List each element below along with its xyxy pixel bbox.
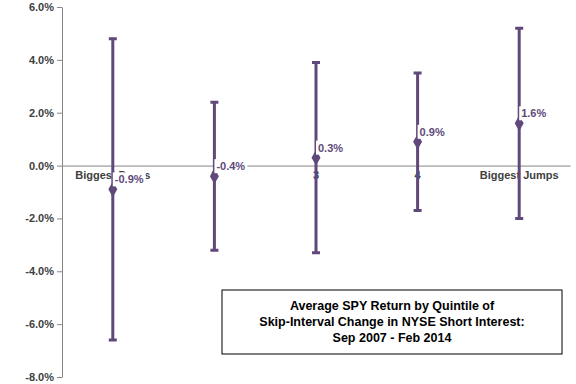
y-tick: -8.0% <box>25 371 62 383</box>
data-label-group: -0.4% <box>214 159 247 173</box>
y-tick: 6.0% <box>29 1 62 13</box>
data-label-bg <box>316 141 345 155</box>
data-label-group: 0.9% <box>418 125 447 139</box>
data-label-bg <box>214 159 247 173</box>
y-tick-label: -8.0% <box>25 371 54 383</box>
y-tick: -6.0% <box>25 318 62 330</box>
error-bar <box>515 28 523 218</box>
data-label: 1.6% <box>521 107 546 119</box>
chart: -8.0%-6.0%-4.0%-2.0%0.0%2.0%4.0%6.0%Bigg… <box>0 0 576 384</box>
data-label-group: -0.9% <box>113 172 146 186</box>
title: Sep 2007 - Feb 2014 <box>333 331 452 345</box>
y-axis-line <box>62 8 63 378</box>
error-bar <box>109 39 117 340</box>
data-label: 0.9% <box>420 126 445 138</box>
y-tick-mark <box>57 324 62 325</box>
y-tick-label: -4.0% <box>25 265 54 277</box>
y-tick-label: 0.0% <box>29 160 54 172</box>
y-tick-label: 4.0% <box>29 54 54 66</box>
error-bar <box>312 63 320 253</box>
y-tick-mark <box>57 218 62 219</box>
y-tick-label: 6.0% <box>29 1 54 13</box>
y-tick-mark <box>57 60 62 61</box>
y-tick-label: -2.0% <box>25 212 54 224</box>
y-tick-mark <box>57 113 62 114</box>
y-tick: -2.0% <box>25 212 62 224</box>
error-bar <box>414 73 422 210</box>
data-label-group: 1.6% <box>519 106 548 120</box>
y-axis: -8.0% -6.0% -4.0% -2.0% 0.0% 2.0% 4.0% 6.0% <box>25 1 62 383</box>
data-labels: -0.9% -0.4% 0.3% 0.9% 1.6% <box>113 106 549 186</box>
y-tick: 4.0% <box>29 54 62 66</box>
data-label-group: 0.3% <box>316 141 345 155</box>
y-tick-label: -6.0% <box>25 318 54 330</box>
y-tick-label: 2.0% <box>29 107 54 119</box>
data-label: -0.4% <box>216 160 245 172</box>
title-frame <box>222 290 562 354</box>
data-label: -0.9% <box>115 173 144 185</box>
y-tick-mark <box>57 377 62 378</box>
y-tick: 0.0% <box>29 160 62 172</box>
y-tick: 2.0% <box>29 107 62 119</box>
title: Average SPY Return by Quintile of <box>290 299 495 313</box>
data-label-bg <box>519 106 548 120</box>
data-label-bg <box>418 125 447 139</box>
y-tick-mark <box>57 271 62 272</box>
y-tick-mark <box>57 166 62 167</box>
data-label: 0.3% <box>318 142 343 154</box>
title: Skip-Interval Change in NYSE Short Inter… <box>259 315 524 329</box>
error-bar <box>210 102 218 250</box>
data-label-bg <box>113 172 146 186</box>
y-tick: -4.0% <box>25 265 62 277</box>
y-tick-mark <box>57 7 62 8</box>
title-box: Average SPY Return by Quintile of Skip-In… <box>222 290 562 354</box>
